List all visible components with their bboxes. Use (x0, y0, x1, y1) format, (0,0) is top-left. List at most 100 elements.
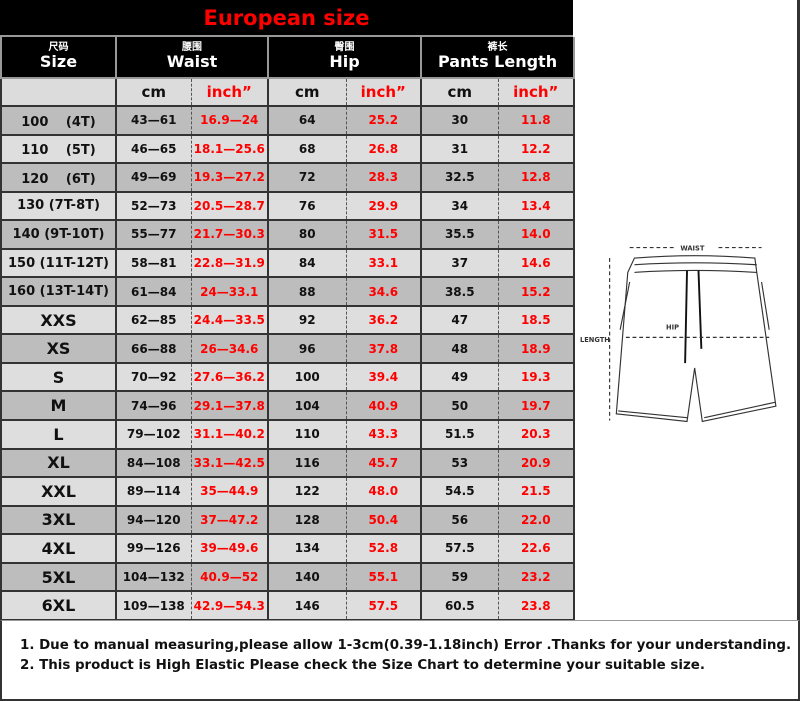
cell-hip-in: 29.9 (345, 190, 423, 222)
table-row: 120 (6T) 49—69 19.3—27.2 72 28.3 32.5 12.8 (0, 162, 576, 193)
cell-size: 6XL (0, 590, 117, 621)
cell-size: 150 (11T-12T) (0, 247, 117, 279)
cell-waist-cm: 89—114 (115, 476, 192, 507)
cell-size: XXS (0, 304, 117, 336)
units-row: cm inch” cm inch” cm inch” (0, 77, 576, 107)
cell-len-cm: 31 (420, 133, 499, 165)
cell-len-cm: 51.5 (420, 419, 499, 450)
cell-waist-cm: 84—108 (115, 447, 192, 479)
unit-inch: inch” (497, 77, 576, 107)
unit-inch: inch” (345, 77, 423, 107)
cell-len-in: 12.2 (497, 133, 576, 165)
header-length: 裤长 Pants Length (420, 37, 576, 79)
shorts-outline (615, 255, 777, 423)
cell-waist-in: 33.1—42.5 (190, 447, 269, 479)
cell-waist-in: 22.8—31.9 (190, 247, 269, 279)
shorts-diagram: WAIST HIP LENGTH (580, 244, 777, 423)
cell-waist-in: 27.6—36.2 (190, 361, 269, 393)
header-waist: 腰围 Waist (115, 37, 269, 79)
cell-hip-cm: 88 (267, 276, 347, 307)
cell-hip-in: 39.4 (345, 361, 423, 393)
cell-len-in: 12.8 (497, 162, 576, 193)
cell-size: 140 (9T-10T) (0, 219, 117, 250)
cell-size: 3XL (0, 504, 117, 536)
cell-waist-in: 40.9—52 (190, 561, 269, 593)
unit-inch: inch” (190, 77, 269, 107)
cell-hip-cm: 110 (267, 419, 347, 450)
cell-hip-cm: 122 (267, 476, 347, 507)
table-row: 140 (9T-10T) 55—77 21.7—30.3 80 31.5 35.5 14.0 (0, 219, 576, 250)
cell-waist-in: 21.7—30.3 (190, 219, 269, 250)
table-row: 130 (7T-8T) 52—73 20.5—28.7 76 29.9 34 13.4 (0, 190, 576, 222)
cell-hip-in: 33.1 (345, 247, 423, 279)
cell-waist-cm: 74—96 (115, 390, 192, 421)
unit-cm: cm (267, 77, 347, 107)
cell-waist-cm: 66—88 (115, 333, 192, 364)
cell-hip-in: 48.0 (345, 476, 423, 507)
cell-waist-cm: 79—102 (115, 419, 192, 450)
table-row: XXS 62—85 24.4—33.5 92 36.2 47 18.5 (0, 304, 576, 336)
cell-waist-cm: 62—85 (115, 304, 192, 336)
cell-waist-in: 20.5—28.7 (190, 190, 269, 222)
cell-size: XS (0, 333, 117, 364)
cell-waist-in: 39—49.6 (190, 533, 269, 564)
cell-hip-cm: 64 (267, 105, 347, 136)
cell-hip-cm: 80 (267, 219, 347, 250)
cell-waist-cm: 43—61 (115, 105, 192, 136)
cell-len-in: 11.8 (497, 105, 576, 136)
size-chart: European size 尺码 Size 腰围 Waist 臀围 Hip 裤长 Pan… (0, 0, 576, 621)
cell-hip-in: 28.3 (345, 162, 423, 193)
table-row: S 70—92 27.6—36.2 100 39.4 49 19.3 (0, 361, 576, 393)
header-cn: 臀围 (334, 42, 355, 54)
cell-waist-cm: 104—132 (115, 561, 192, 593)
cell-hip-in: 36.2 (345, 304, 423, 336)
cell-size: 160 (13T-14T) (0, 276, 117, 307)
cell-waist-in: 35—44.9 (190, 476, 269, 507)
cell-waist-cm: 46—65 (115, 133, 192, 165)
note-2: 2. This product is High Elastic Please c… (20, 658, 705, 673)
cell-waist-in: 29.1—37.8 (190, 390, 269, 421)
cell-len-cm: 59 (420, 561, 499, 593)
cell-hip-in: 40.9 (345, 390, 423, 421)
header-en: Waist (166, 51, 218, 71)
cell-hip-cm: 96 (267, 333, 347, 364)
cell-len-in: 18.5 (497, 304, 576, 336)
cell-len-cm: 53 (420, 447, 499, 479)
cell-waist-in: 16.9—24 (190, 105, 269, 136)
cell-len-in: 19.3 (497, 361, 576, 393)
header-cn: 尺码 (48, 42, 69, 54)
table-row: 4XL 99—126 39—49.6 134 52.8 57.5 22.6 (0, 533, 576, 564)
cell-len-cm: 57.5 (420, 533, 499, 564)
cell-len-in: 20.3 (497, 419, 576, 450)
cell-waist-in: 24—33.1 (190, 276, 269, 307)
cell-hip-in: 37.8 (345, 333, 423, 364)
cell-len-in: 14.6 (497, 247, 576, 279)
cell-waist-in: 18.1—25.6 (190, 133, 269, 165)
cell-len-in: 13.4 (497, 190, 576, 222)
header-size: 尺码 Size (0, 37, 117, 79)
cell-len-in: 18.9 (497, 333, 576, 364)
header-hip: 臀围 Hip (266, 37, 423, 79)
cell-size: 4XL (0, 533, 117, 564)
cell-size: L (0, 419, 117, 450)
cell-waist-cm: 61—84 (115, 276, 192, 307)
table-row: 160 (13T-14T) 61—84 24—33.1 88 34.6 38.5 15.2 (0, 276, 576, 307)
unit-cm: cm (115, 77, 192, 107)
cell-waist-cm: 99—126 (115, 533, 192, 564)
cell-hip-cm: 92 (267, 304, 347, 336)
table-row: M 74—96 29.1—37.8 104 40.9 50 19.7 (0, 390, 576, 421)
cell-hip-in: 57.5 (345, 590, 423, 621)
header-en: Hip (329, 51, 360, 71)
cell-len-cm: 34 (420, 190, 499, 222)
cell-len-in: 19.7 (497, 390, 576, 421)
cell-waist-in: 31.1—40.2 (190, 419, 269, 450)
table-row: L 79—102 31.1—40.2 110 43.3 51.5 20.3 (0, 419, 576, 450)
cell-len-in: 23.8 (497, 590, 576, 621)
cell-hip-in: 50.4 (345, 504, 423, 536)
cell-waist-cm: 49—69 (115, 162, 192, 193)
table-row: 3XL 94—120 37—47.2 128 50.4 56 22.0 (0, 504, 576, 536)
header-cn: 腰围 (182, 42, 202, 54)
cell-hip-cm: 100 (267, 361, 347, 393)
header-row: 尺码 Size 腰围 Waist 臀围 Hip 裤长 Pants Length (0, 37, 576, 79)
cell-size: M (0, 390, 117, 421)
